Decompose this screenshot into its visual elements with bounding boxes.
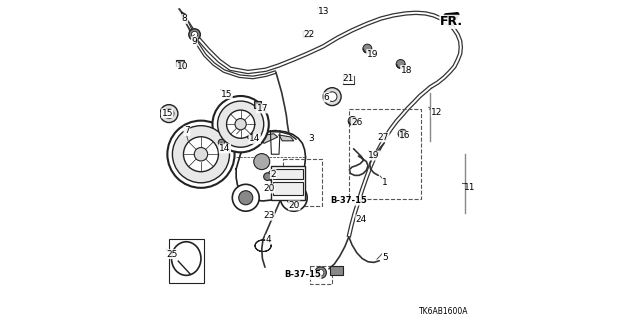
Text: 2: 2	[270, 170, 276, 179]
Text: 9: 9	[191, 37, 197, 46]
Circle shape	[348, 116, 357, 125]
Text: 8: 8	[182, 14, 188, 23]
Bar	[176, 60, 184, 66]
Text: 21: 21	[342, 74, 354, 83]
Polygon shape	[236, 131, 306, 201]
Circle shape	[195, 148, 207, 161]
Text: 19: 19	[367, 50, 378, 59]
Text: FR.: FR.	[440, 15, 463, 28]
Text: TK6AB1600A: TK6AB1600A	[419, 307, 468, 316]
Circle shape	[317, 269, 324, 276]
Circle shape	[287, 191, 301, 205]
Text: 16: 16	[399, 131, 411, 140]
Text: 20: 20	[264, 184, 275, 193]
Text: 27: 27	[378, 133, 389, 142]
Circle shape	[323, 88, 341, 106]
Circle shape	[160, 105, 178, 123]
Bar	[271, 166, 305, 200]
Bar	[283, 159, 321, 206]
Circle shape	[191, 31, 198, 38]
Text: 26: 26	[351, 118, 363, 127]
Text: 23: 23	[263, 211, 275, 220]
Text: 14: 14	[249, 134, 260, 143]
Text: 17: 17	[257, 104, 268, 113]
Bar	[310, 266, 332, 284]
Text: 15: 15	[221, 90, 232, 99]
Text: B-37-15: B-37-15	[330, 196, 367, 205]
Circle shape	[168, 121, 235, 188]
Circle shape	[227, 110, 255, 138]
Bar	[169, 239, 204, 283]
Text: 1: 1	[383, 178, 388, 187]
Circle shape	[184, 137, 218, 172]
Circle shape	[235, 118, 246, 130]
Text: 25: 25	[166, 250, 178, 259]
Circle shape	[164, 109, 174, 118]
Circle shape	[396, 60, 405, 68]
Bar	[330, 266, 343, 275]
Circle shape	[189, 29, 200, 40]
Circle shape	[253, 154, 270, 170]
Bar	[254, 101, 261, 108]
Text: 14: 14	[219, 144, 230, 153]
Circle shape	[315, 267, 326, 278]
Circle shape	[247, 133, 253, 139]
Circle shape	[218, 101, 264, 147]
Bar	[303, 31, 310, 37]
Text: 11: 11	[464, 183, 476, 192]
Text: 24: 24	[356, 215, 367, 224]
Text: 7: 7	[184, 126, 189, 135]
Circle shape	[172, 126, 230, 183]
Text: 10: 10	[177, 62, 188, 71]
Bar	[349, 109, 421, 199]
Text: 6: 6	[324, 93, 330, 102]
Circle shape	[268, 169, 281, 182]
Circle shape	[280, 184, 307, 211]
Circle shape	[328, 92, 337, 101]
Ellipse shape	[172, 242, 201, 275]
Polygon shape	[260, 134, 278, 143]
Bar	[343, 76, 355, 84]
Circle shape	[398, 129, 407, 138]
Text: 22: 22	[303, 30, 315, 39]
Bar	[273, 182, 303, 195]
Polygon shape	[279, 135, 294, 141]
Text: 20: 20	[289, 201, 300, 210]
Text: 3: 3	[308, 134, 314, 143]
Bar	[273, 169, 303, 179]
Polygon shape	[246, 136, 259, 144]
Text: 15: 15	[161, 109, 173, 118]
Text: 19: 19	[369, 151, 380, 160]
Text: 18: 18	[401, 66, 412, 75]
Circle shape	[285, 173, 296, 185]
Circle shape	[363, 44, 372, 53]
Text: 5: 5	[383, 253, 388, 262]
Circle shape	[264, 173, 271, 180]
Text: 4: 4	[266, 235, 271, 244]
Circle shape	[218, 139, 225, 146]
Circle shape	[239, 191, 253, 205]
Text: B-37-15: B-37-15	[284, 270, 321, 279]
Circle shape	[232, 184, 259, 211]
Text: 12: 12	[431, 108, 443, 117]
Text: 13: 13	[318, 7, 330, 16]
Circle shape	[212, 96, 269, 152]
